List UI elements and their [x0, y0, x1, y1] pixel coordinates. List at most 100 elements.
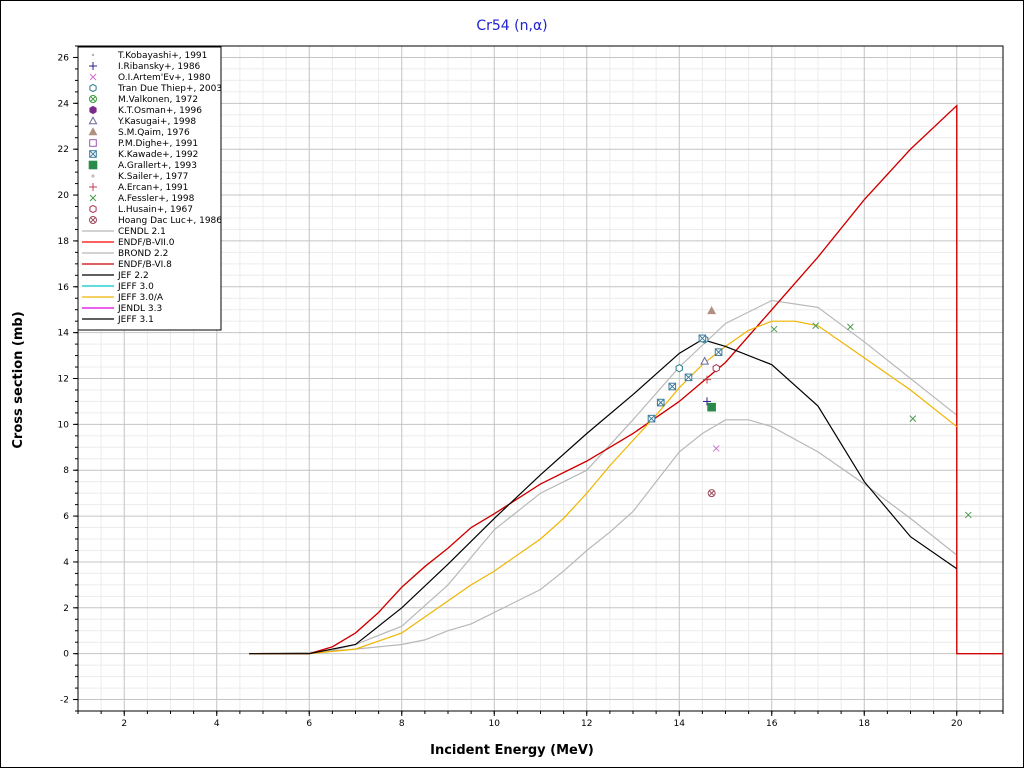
x-tick-label: 6 — [306, 719, 312, 729]
data-point-marker — [714, 348, 723, 356]
legend-marker — [88, 160, 98, 170]
x-tick-label: 4 — [214, 719, 220, 729]
legend-label: Y.Kasugai+, 1998 — [117, 117, 196, 127]
data-point-marker — [712, 364, 720, 373]
legend-label: M.Valkonen, 1972 — [118, 95, 198, 105]
legend-marker — [89, 105, 97, 115]
x-tick-label: 14 — [674, 719, 686, 729]
data-point-marker — [707, 306, 717, 315]
legend-marker — [89, 150, 97, 158]
y-tick-label: 8 — [63, 466, 69, 476]
y-tick-label: 6 — [63, 512, 69, 522]
y-tick-label: 10 — [58, 420, 70, 430]
y-tick-label: 16 — [58, 283, 70, 293]
legend-label: A.Grallert+, 1993 — [118, 161, 197, 171]
legend-label: JEFF 3.0 — [117, 282, 154, 292]
legend-marker — [89, 139, 97, 147]
series-line-endf-b-vii-0 — [249, 104, 1003, 655]
x-tick-label: 8 — [399, 719, 405, 729]
y-tick-label: 20 — [58, 191, 70, 201]
series-line-jeff-3-0-a — [249, 320, 958, 655]
data-point-marker — [909, 415, 917, 422]
data-point-marker — [698, 334, 707, 343]
legend-label: K.Sailer+, 1977 — [118, 172, 188, 182]
legend-label: S.M.Qaim, 1976 — [118, 128, 190, 138]
data-point-marker — [847, 323, 854, 331]
grid — [77, 45, 1004, 712]
legend-marker — [89, 62, 97, 70]
legend-label: A.Ercan+, 1991 — [118, 183, 188, 193]
series-line-brond-2-2 — [249, 419, 958, 655]
legend-marker — [89, 194, 97, 202]
data-point-marker — [668, 382, 677, 391]
legend-marker — [88, 127, 98, 136]
legend-marker — [89, 183, 97, 191]
x-tick-label: 12 — [581, 719, 592, 729]
x-tick-label: 16 — [766, 719, 778, 729]
y-tick-label: 18 — [58, 237, 70, 247]
data-points — [647, 306, 972, 519]
y-tick-label: 0 — [63, 650, 69, 660]
legend-label: L.Husain+, 1967 — [118, 205, 193, 215]
x-tick-label: 10 — [489, 719, 501, 729]
data-point-marker — [684, 373, 693, 382]
legend-label: ENDF/B-VII.0 — [118, 238, 175, 248]
legend-marker — [89, 73, 97, 81]
series-line-jeff-3-1 — [249, 338, 958, 655]
data-point-marker — [647, 414, 656, 423]
legend-marker — [89, 83, 97, 93]
y-tick-label: 12 — [58, 375, 69, 385]
legend-label: JEFF 3.1 — [117, 315, 154, 325]
data-point-marker — [656, 398, 665, 407]
x-tick-label: 2 — [121, 719, 127, 729]
data-point-marker — [770, 325, 778, 333]
y-tick-label: 24 — [58, 99, 70, 109]
x-tick-label: 18 — [859, 719, 871, 729]
y-tick-label: 14 — [58, 329, 70, 339]
legend-marker — [89, 204, 97, 214]
series-line-endf-b-vi-8 — [249, 104, 1003, 655]
data-point-marker — [707, 489, 716, 498]
legend-box — [77, 46, 222, 331]
legend-marker — [91, 53, 95, 57]
x-axis-label: Incident Energy (MeV) — [430, 743, 594, 758]
legend-label: Tran Due Thiep+, 2003 — [117, 84, 222, 94]
y-tick-label: 2 — [63, 604, 69, 614]
data-point-marker — [707, 402, 716, 412]
axis-ticks: 2 4 6 8 10 12 14 16 18 20-20246810121416182022242… — [58, 45, 1004, 729]
legend-label: JEFF 3.0/A — [117, 293, 164, 303]
data-point-marker — [964, 511, 972, 519]
legend-label: T.Kobayashi+, 1991 — [117, 51, 207, 61]
data-point-marker — [812, 322, 820, 330]
y-tick-label: 4 — [63, 558, 69, 568]
legend-label: JENDL 3.3 — [117, 304, 162, 314]
legend-label: Hoang Dac Luc+, 1986 — [118, 216, 222, 226]
data-point-marker — [703, 375, 711, 384]
legend-label: K.Kawade+, 1992 — [118, 150, 198, 160]
legend-marker — [88, 116, 98, 125]
legend-marker — [89, 95, 97, 103]
data-point-marker — [675, 364, 683, 373]
y-tick-label: 22 — [58, 145, 69, 155]
legend-marker — [91, 174, 95, 178]
legend-label: JEF 2.2 — [117, 271, 149, 281]
chart-title: Cr54 (n,α) — [476, 18, 547, 34]
legend-label: BROND 2.2 — [118, 249, 168, 259]
legend-label: I.Ribansky+, 1986 — [118, 62, 201, 72]
legend-label: O.I.Artem'Ev+, 1980 — [118, 73, 211, 83]
y-tick-label: 26 — [58, 53, 70, 63]
series-lines — [249, 104, 1003, 655]
legend-label: CENDL 2.1 — [118, 227, 166, 237]
data-point-marker — [712, 445, 720, 452]
legend-label: P.M.Dighe+, 1991 — [118, 139, 198, 149]
y-tick-label: -2 — [60, 696, 69, 706]
legend-label: A.Fessler+, 1998 — [118, 194, 195, 204]
x-tick-label: 20 — [951, 719, 963, 729]
legend-label: K.T.Osman+, 1996 — [118, 106, 202, 116]
data-point-marker — [703, 397, 711, 406]
legend-marker — [89, 216, 97, 224]
y-axis-label: Cross section (mb) — [11, 311, 26, 448]
legend-label: ENDF/B-VI.8 — [118, 260, 172, 270]
